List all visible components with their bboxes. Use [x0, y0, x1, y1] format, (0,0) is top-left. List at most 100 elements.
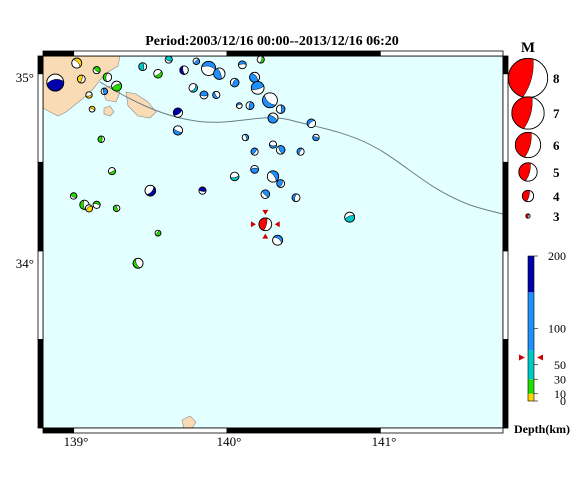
- event-marker: [172, 125, 183, 136]
- depth-tick-label: 30: [554, 372, 566, 386]
- depth-tick-label: 100: [548, 322, 566, 336]
- event-marker: [100, 87, 108, 96]
- event-marker: [192, 57, 200, 65]
- depth-band: [528, 379, 534, 394]
- event-marker: [266, 170, 280, 183]
- event-marker: [153, 69, 163, 79]
- event-marker: [111, 80, 122, 92]
- event-marker: [76, 74, 86, 84]
- event-marker: [275, 145, 286, 155]
- magnitude-legend-label: 5: [553, 165, 560, 180]
- event-marker: [344, 211, 356, 223]
- frame-segment: [37, 55, 44, 75]
- event-marker: [199, 90, 209, 100]
- event-marker: [212, 90, 221, 99]
- event-marker: [268, 140, 277, 149]
- magnitude-legend-ball: [521, 189, 535, 203]
- depth-band: [528, 292, 534, 351]
- latest-event-arrow: [274, 221, 280, 228]
- depth-band: [528, 350, 534, 380]
- magnitude-legend-label: 3: [553, 209, 560, 224]
- event-marker: [138, 62, 148, 71]
- event-marker: [229, 171, 240, 182]
- event-marker: [250, 81, 265, 95]
- event-marker: [172, 107, 183, 118]
- event-marker: [275, 104, 286, 114]
- frame-segment: [379, 50, 504, 57]
- depth-tick-label: 200: [548, 249, 566, 263]
- event-marker: [213, 67, 226, 80]
- latest-event-beachball: [258, 217, 273, 232]
- land-shape: [103, 105, 115, 117]
- frame-segment: [226, 427, 381, 434]
- event-marker: [250, 147, 259, 156]
- magnitude-legend-ball: [511, 96, 545, 130]
- map-frame: [37, 50, 509, 434]
- frame-segment: [37, 161, 44, 252]
- magnitude-legend: M 8 7 6 5 4 3: [507, 40, 560, 224]
- magnitude-legend-ball: [507, 57, 549, 99]
- depth-tick-label: 10: [554, 387, 566, 401]
- magnitude-legend-ball: [518, 162, 538, 182]
- trench-line: [99, 81, 504, 215]
- frame-segment: [379, 427, 504, 434]
- frame-segment: [502, 339, 509, 429]
- frame-segment: [502, 55, 509, 75]
- frame-segment: [42, 427, 75, 434]
- event-marker: [198, 186, 207, 195]
- event-marker: [132, 257, 144, 269]
- event-marker: [102, 72, 113, 82]
- event-marker: [46, 73, 65, 92]
- latest-event-arrow: [262, 209, 269, 215]
- event-marker: [112, 204, 121, 212]
- event-marker: [70, 192, 78, 200]
- landmasses: [42, 55, 197, 429]
- depth-tick-label: 0: [560, 394, 566, 408]
- event-marker: [92, 200, 101, 209]
- frame-segment: [502, 161, 509, 252]
- event-marker: [296, 147, 305, 156]
- event-marker: [85, 91, 93, 99]
- frame-segment: [73, 50, 228, 57]
- event-marker: [245, 101, 255, 110]
- lon-tick-label-139: 139°: [64, 434, 89, 449]
- lon-tick-label-141: 141°: [372, 434, 397, 449]
- magnitude-legend-label: 8: [553, 71, 560, 86]
- event-marker: [256, 55, 265, 64]
- magnitude-legend-title: M: [521, 40, 535, 56]
- event-marker: [164, 55, 173, 64]
- event-marker: [229, 77, 240, 88]
- event-marker: [276, 179, 286, 188]
- event-marker: [92, 66, 101, 75]
- period-title: Period:2003/12/16 00:00--2013/12/16 06:2…: [145, 34, 399, 49]
- land-shape: [181, 415, 197, 429]
- event-marker: [88, 105, 96, 113]
- event-marker: [108, 167, 117, 176]
- event-marker: [97, 135, 105, 143]
- depth-legend-title: Depth(km): [514, 422, 570, 436]
- event-marker: [201, 60, 217, 76]
- event-marker: [85, 204, 94, 213]
- latest-event-arrow: [262, 233, 269, 239]
- event-marker: [306, 118, 317, 129]
- land-shape: [125, 91, 157, 119]
- lat-tick-label-34: 34°: [16, 256, 34, 271]
- event-marker: [237, 60, 247, 70]
- event-marker: [179, 65, 189, 75]
- magnitude-legend-label: 7: [553, 106, 560, 121]
- frame-segment: [73, 427, 228, 434]
- magnitude-legend-label: 4: [553, 189, 560, 204]
- depth-band: [528, 393, 534, 401]
- frame-segment: [37, 339, 44, 429]
- axis-labels: 35° 34° 139° 140° 141°: [16, 70, 397, 449]
- event-marker: [312, 133, 320, 142]
- frame-segment: [37, 73, 44, 163]
- frame-segment: [502, 73, 509, 163]
- latest-event-marker: [250, 209, 280, 239]
- depth-band: [528, 256, 534, 293]
- event-marker: [260, 189, 271, 199]
- event-marker: [188, 83, 198, 93]
